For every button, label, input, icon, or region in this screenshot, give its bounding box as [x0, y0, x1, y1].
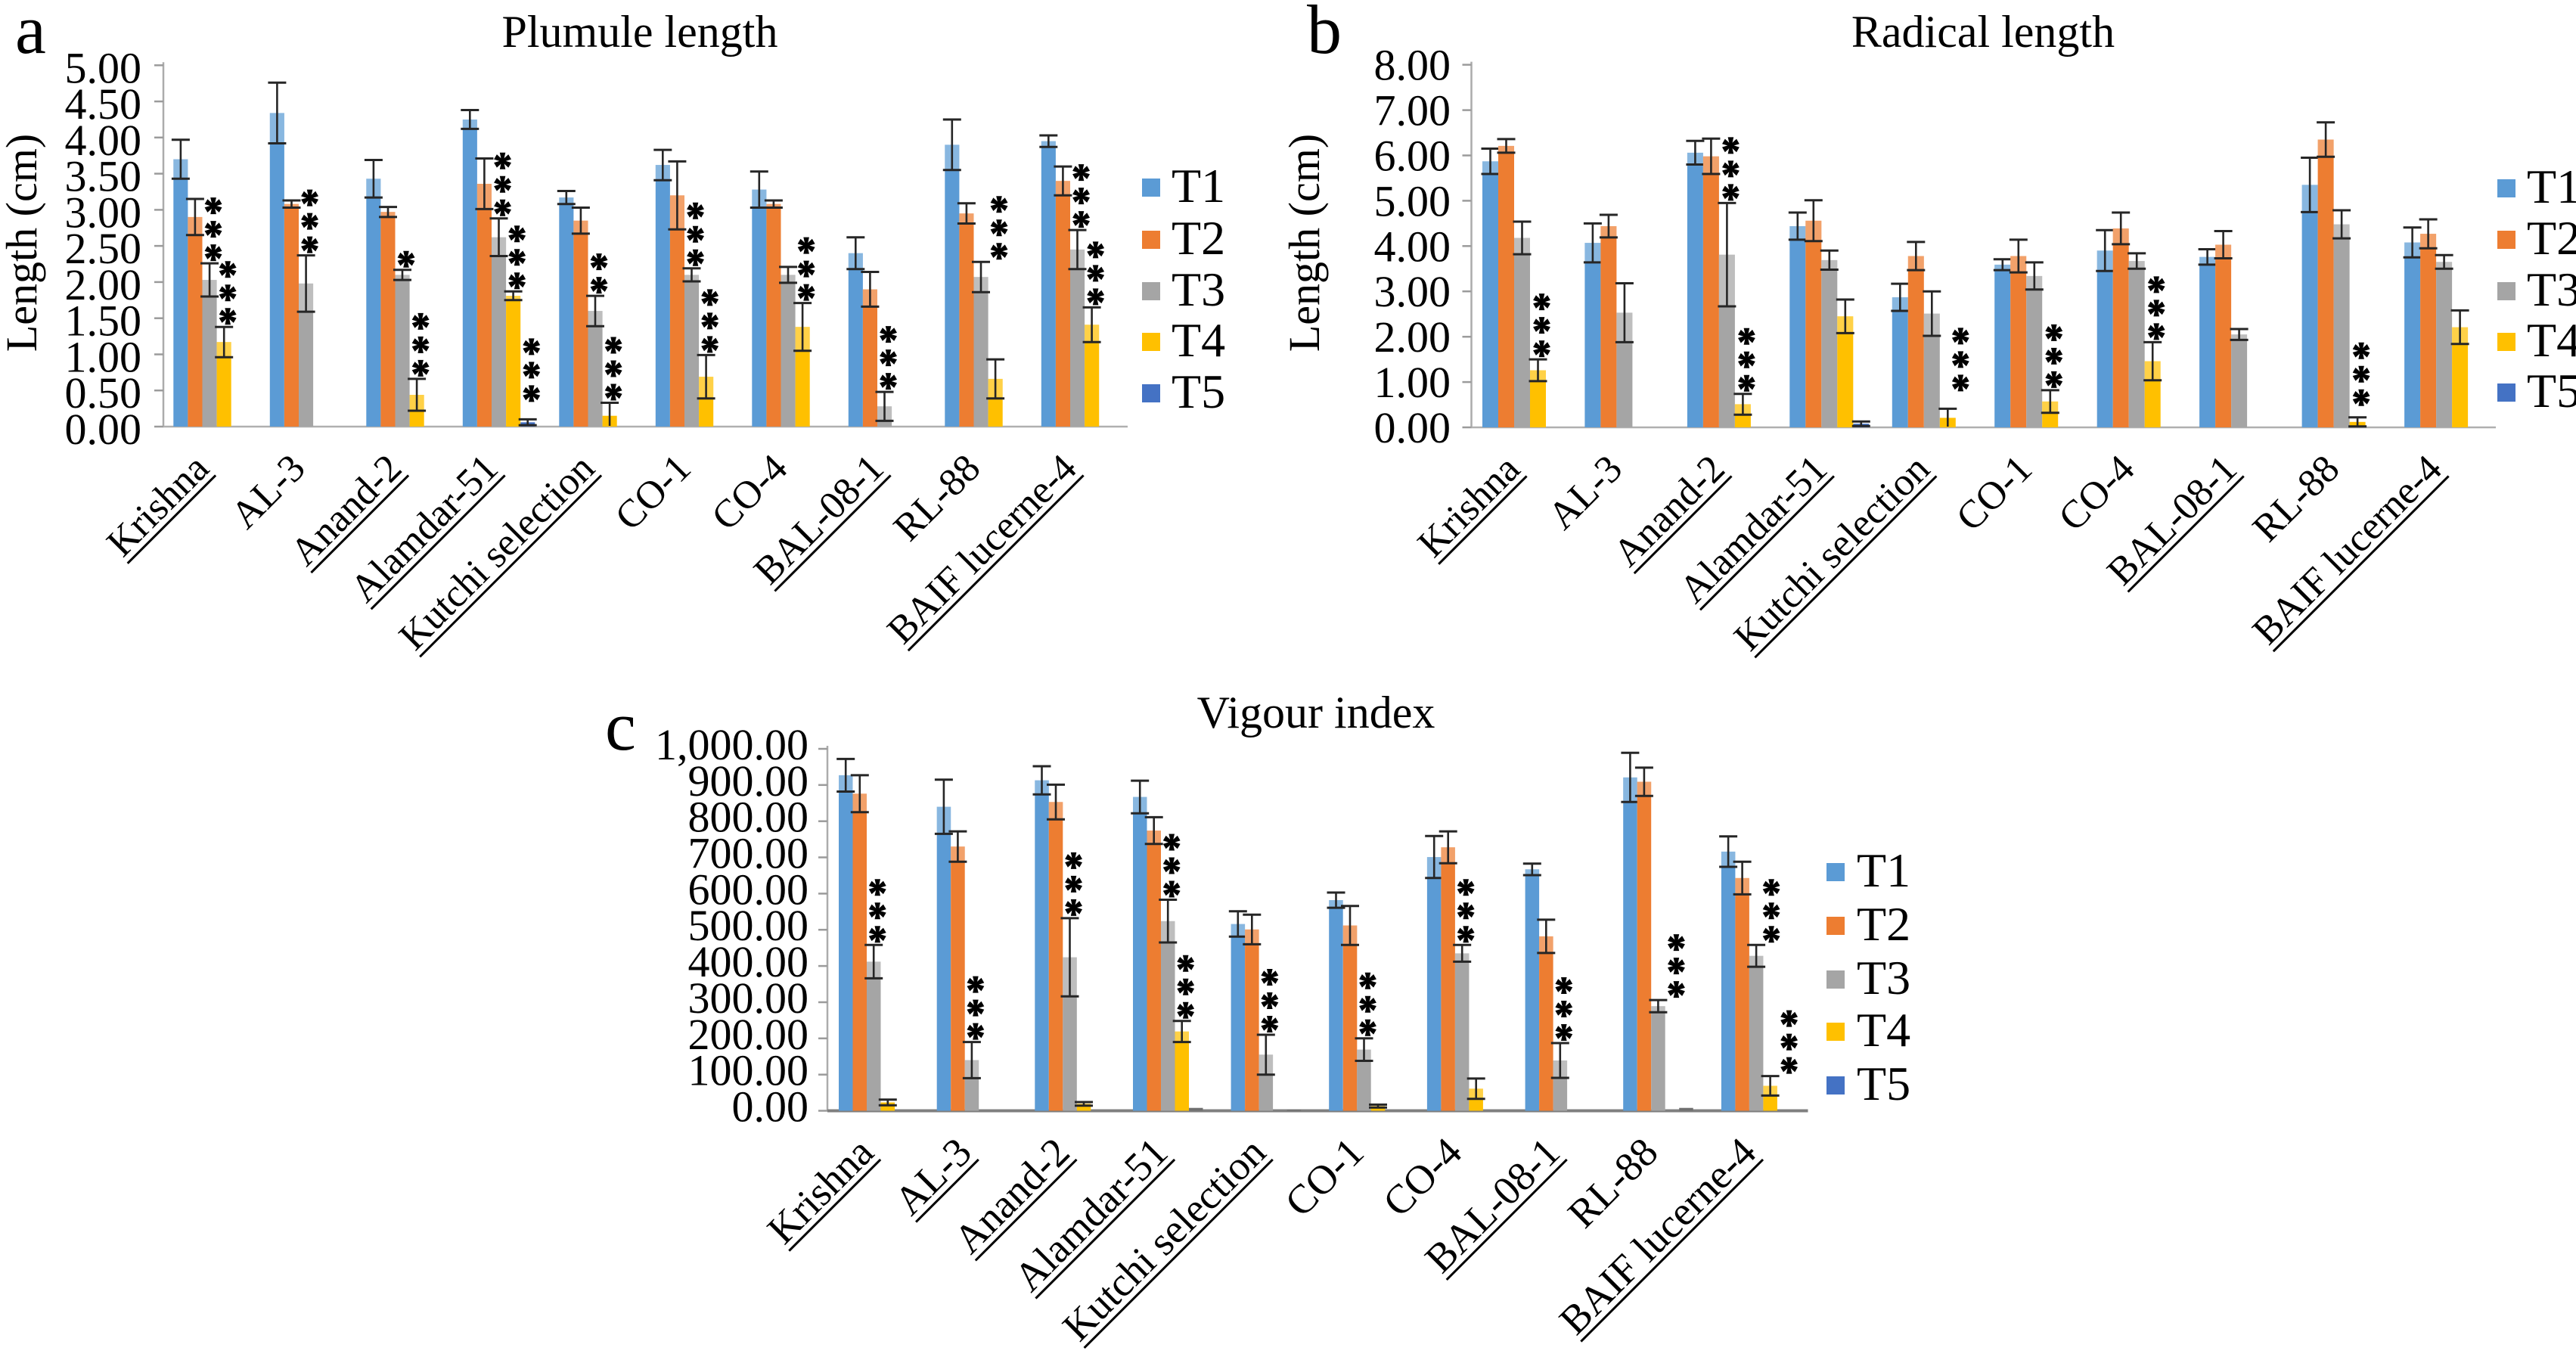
- svg-text:4.50: 4.50: [65, 79, 142, 129]
- svg-text:900.00: 900.00: [688, 756, 809, 806]
- svg-text:T1: T1: [2527, 160, 2576, 213]
- svg-text:Krishna: Krishna: [1410, 447, 1529, 566]
- svg-text:Vigour index: Vigour index: [1197, 688, 1435, 737]
- svg-text:0.00: 0.00: [65, 405, 142, 454]
- svg-text:T1: T1: [1857, 843, 1910, 897]
- svg-text:700.00: 700.00: [688, 829, 809, 878]
- svg-text:3.00: 3.00: [1374, 267, 1451, 316]
- svg-text:a: a: [15, 0, 46, 68]
- svg-text:Length (cm): Length (cm): [0, 134, 46, 352]
- svg-text:T5: T5: [1172, 365, 1225, 418]
- svg-text:AL-3: AL-3: [1540, 447, 1631, 538]
- svg-text:T2: T2: [1172, 211, 1225, 265]
- svg-text:2.50: 2.50: [65, 224, 142, 273]
- svg-text:c: c: [605, 688, 636, 765]
- svg-text:400.00: 400.00: [688, 937, 809, 986]
- svg-text:T5: T5: [1857, 1057, 1910, 1110]
- svg-text:0.50: 0.50: [65, 368, 142, 418]
- svg-text:5.00: 5.00: [65, 43, 142, 92]
- svg-text:T2: T2: [2527, 211, 2576, 265]
- svg-text:AL-3: AL-3: [223, 446, 314, 537]
- svg-text:600.00: 600.00: [688, 865, 809, 914]
- svg-text:2.00: 2.00: [1374, 312, 1451, 362]
- svg-text:T1: T1: [1172, 159, 1225, 213]
- svg-text:Plumule length: Plumule length: [502, 7, 778, 57]
- svg-text:T4: T4: [2527, 313, 2576, 367]
- svg-text:500.00: 500.00: [688, 901, 809, 950]
- svg-text:Length (cm): Length (cm): [1280, 134, 1329, 352]
- svg-text:T3: T3: [2527, 262, 2576, 316]
- svg-text:800.00: 800.00: [688, 793, 809, 842]
- svg-text:Radical length: Radical length: [1851, 7, 2115, 57]
- svg-text:T3: T3: [1857, 951, 1910, 1004]
- svg-text:4.00: 4.00: [65, 116, 142, 165]
- svg-text:CO-4: CO-4: [703, 446, 796, 539]
- svg-text:T4: T4: [1857, 1003, 1910, 1057]
- svg-text:CO-1: CO-1: [607, 446, 700, 539]
- svg-text:6.00: 6.00: [1374, 132, 1451, 181]
- svg-text:1.50: 1.50: [65, 297, 142, 346]
- svg-text:Krishna: Krishna: [759, 1129, 882, 1253]
- svg-text:300.00: 300.00: [688, 973, 809, 1023]
- svg-text:CO-1: CO-1: [1948, 447, 2041, 539]
- svg-text:2.00: 2.00: [65, 260, 142, 309]
- svg-text:b: b: [1307, 0, 1342, 68]
- svg-text:0.00: 0.00: [1374, 403, 1451, 452]
- svg-text:4.00: 4.00: [1374, 222, 1451, 271]
- svg-text:5.00: 5.00: [1374, 176, 1451, 225]
- svg-text:CO-4: CO-4: [2050, 447, 2143, 539]
- svg-text:Krishna: Krishna: [99, 446, 218, 565]
- svg-text:100.00: 100.00: [688, 1046, 809, 1095]
- svg-text:1,000.00: 1,000.00: [655, 720, 808, 769]
- svg-text:T2: T2: [1857, 897, 1910, 951]
- svg-text:200.00: 200.00: [688, 1010, 809, 1059]
- svg-text:1.00: 1.00: [1374, 358, 1451, 407]
- svg-text:T3: T3: [1172, 262, 1225, 316]
- svg-text:3.50: 3.50: [65, 152, 142, 201]
- svg-text:CO-1: CO-1: [1276, 1129, 1372, 1225]
- svg-text:8.00: 8.00: [1374, 41, 1451, 90]
- svg-text:1.00: 1.00: [65, 333, 142, 382]
- svg-text:3.00: 3.00: [65, 188, 142, 237]
- svg-text:0.00: 0.00: [732, 1082, 809, 1132]
- svg-text:7.00: 7.00: [1374, 86, 1451, 135]
- svg-text:T5: T5: [2527, 364, 2576, 418]
- svg-text:T4: T4: [1172, 313, 1225, 367]
